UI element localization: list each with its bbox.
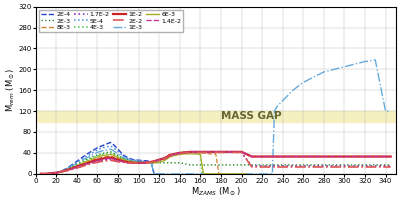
Bar <box>36 111 396 122</box>
Text: MASS GAP: MASS GAP <box>222 111 282 121</box>
Y-axis label: M$_{rem}$ (M$_\odot$): M$_{rem}$ (M$_\odot$) <box>4 68 17 113</box>
Legend: 2E-4, 2E-3, 8E-3, 1.7E-2, 5E-4, 4E-3, 1E-2, 2E-2, 1E-3, 6E-3, 1.4E-2: 2E-4, 2E-3, 8E-3, 1.7E-2, 5E-4, 4E-3, 1E… <box>39 10 183 32</box>
X-axis label: M$_{ZAMS}$ (M$_\odot$): M$_{ZAMS}$ (M$_\odot$) <box>191 185 240 198</box>
